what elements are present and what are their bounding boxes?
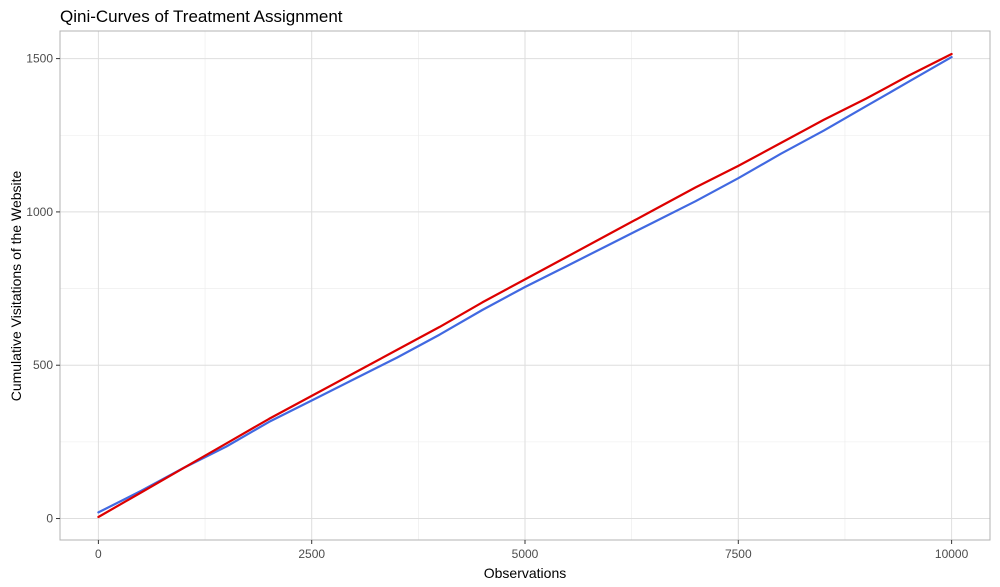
x-tick-label: 7500: [725, 547, 752, 561]
y-tick-label: 1500: [26, 52, 53, 66]
x-tick-label: 0: [95, 547, 102, 561]
series-line-1: [97, 55, 953, 514]
y-axis-ticks: 0 500 1000 1500: [26, 52, 60, 526]
y-tick-label: 1000: [26, 205, 53, 219]
series-line-2: [97, 52, 953, 519]
grid: [60, 31, 990, 540]
series-lines: [97, 52, 953, 519]
x-tick-label: 2500: [298, 547, 325, 561]
x-axis-ticks: 0 2500 5000 7500 10000: [95, 540, 969, 561]
y-tick-label: 500: [33, 358, 53, 372]
x-axis-title: Observations: [484, 565, 566, 581]
y-tick-label: 0: [46, 512, 53, 526]
x-tick-label: 5000: [512, 547, 539, 561]
y-axis-title: Cumulative Visitations of the Website: [8, 170, 24, 401]
x-tick-label: 10000: [935, 547, 969, 561]
chart-title: Qini-Curves of Treatment Assignment: [60, 7, 343, 26]
